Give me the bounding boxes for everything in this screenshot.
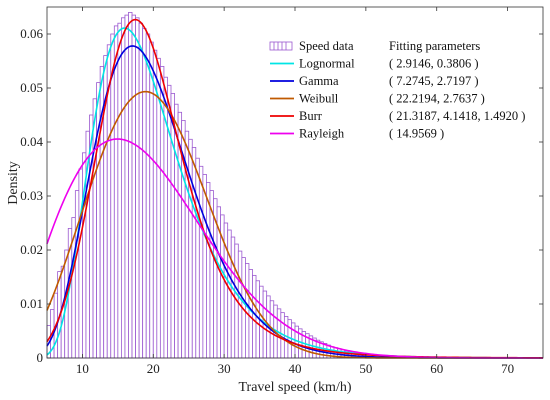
y-axis-ticks: 0 0.01 0.02 0.03 0.04 0.05 0.06 <box>20 26 543 365</box>
x-tick-label: 40 <box>289 361 302 376</box>
histogram-bar <box>227 229 232 359</box>
legend-label-gamma: Gamma <box>299 74 339 88</box>
y-tick-label: 0.01 <box>20 296 43 311</box>
histogram-bar <box>113 25 119 359</box>
histogram-bar <box>138 22 144 359</box>
x-tick-label: 60 <box>430 361 443 376</box>
histogram-bar <box>195 157 200 359</box>
histogram-bar <box>191 146 197 359</box>
x-tick-label: 20 <box>147 361 160 376</box>
legend-header: Fitting parameters <box>389 39 480 53</box>
histogram-bar <box>135 17 140 359</box>
histogram-bar <box>248 269 253 359</box>
legend-swatch-speed-data <box>269 41 293 51</box>
histogram-bar <box>110 33 115 359</box>
legend-params-weibull: ( 22.2194, 2.7637 ) <box>389 92 485 106</box>
histogram-bar <box>198 165 204 359</box>
x-tick-label: 70 <box>501 361 514 376</box>
histogram-bar <box>244 263 250 359</box>
histogram-bar <box>74 190 80 359</box>
legend-params-rayleigh: ( 14.9569 ) <box>389 127 444 141</box>
histogram-bar <box>131 14 136 359</box>
histogram-bar <box>78 168 83 359</box>
histogram-bar <box>142 28 147 359</box>
legend-label-burr: Burr <box>299 109 323 123</box>
legend-box <box>266 36 502 138</box>
histogram-bar <box>170 93 175 359</box>
histogram-bar <box>117 22 122 359</box>
histogram-bar <box>174 103 179 359</box>
y-tick-label: 0.04 <box>20 134 43 149</box>
histogram-bar <box>128 11 133 359</box>
histogram-bar <box>121 17 126 359</box>
histogram-bar <box>202 173 207 359</box>
x-tick-label: 30 <box>218 361 231 376</box>
x-tick-label: 10 <box>76 361 89 376</box>
histogram-bar <box>145 33 151 359</box>
legend: Fitting parameters Speed data Lognormal ( … <box>266 36 525 141</box>
x-axis-ticks: 10 20 30 40 50 60 70 <box>76 7 514 376</box>
y-tick-label: 0.03 <box>20 188 43 203</box>
x-tick-label: 50 <box>359 361 372 376</box>
y-tick-label: 0 <box>37 350 44 365</box>
histogram-bar <box>124 14 129 359</box>
histogram-bar <box>252 274 257 359</box>
histogram-bar <box>149 41 154 359</box>
y-tick-label: 0.02 <box>20 242 43 257</box>
legend-label-lognormal: Lognormal <box>299 57 355 71</box>
legend-params-burr: ( 21.3187, 4.1418, 1.4920 ) <box>389 109 525 123</box>
y-tick-label: 0.05 <box>20 80 43 95</box>
legend-label-rayleigh: Rayleigh <box>299 127 345 141</box>
legend-params-gamma: ( 7.2745, 2.7197 ) <box>389 74 479 88</box>
y-axis-title: Density <box>6 161 21 205</box>
x-axis-title: Travel speed (km/h) <box>238 380 351 395</box>
legend-label-weibull: Weibull <box>299 92 339 106</box>
legend-params-lognormal: ( 2.9146, 0.3806 ) <box>389 57 479 71</box>
histogram-bar <box>206 182 211 359</box>
y-tick-label: 0.06 <box>20 26 43 41</box>
legend-label-speed-data: Speed data <box>299 39 354 53</box>
